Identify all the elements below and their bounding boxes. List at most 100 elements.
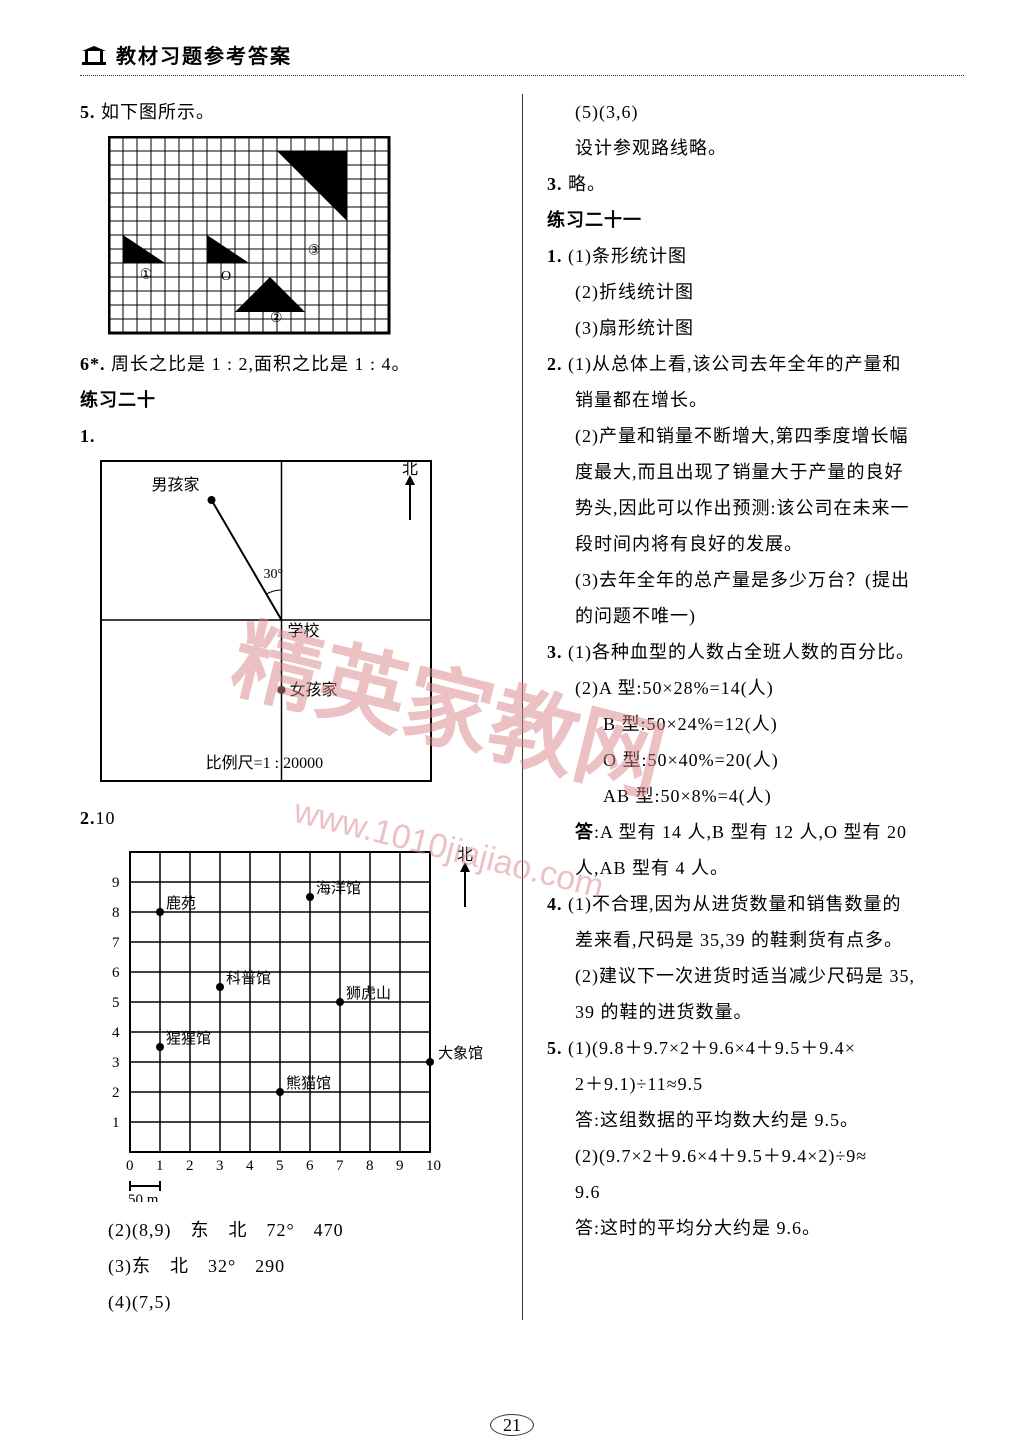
svg-text:猩猩馆: 猩猩馆 xyxy=(166,1030,211,1047)
svg-text:北: 北 xyxy=(402,460,418,478)
svg-text:3: 3 xyxy=(216,1158,224,1174)
two-columns: 5. 如下图所示。 ①②③O 6*. 周长之比是 1 : 2,面积之比是 1 :… xyxy=(80,94,964,1320)
r-q2-1b: 销量都在增长。 xyxy=(547,382,964,418)
svg-text:6: 6 xyxy=(306,1158,314,1174)
header-icon xyxy=(80,45,108,65)
svg-text:女孩家: 女孩家 xyxy=(290,680,338,699)
r-q4-1a: (1)不合理,因为从进货数量和销售数量的 xyxy=(568,894,902,914)
r-q3-2: (2)A 型:50×28%=14(人) xyxy=(547,670,964,706)
q6: 6*. 周长之比是 1 : 2,面积之比是 1 : 4。 xyxy=(80,346,504,382)
r-q5-1a: (1)(9.8＋9.7×2＋9.6×4＋9.5＋9.4× xyxy=(568,1038,856,1058)
r-q1-2: (2)折线统计图 xyxy=(547,274,964,310)
r-q4-1b: 差来看,尺码是 35,39 的鞋剩货有点多。 xyxy=(547,922,964,958)
svg-text:5: 5 xyxy=(276,1158,284,1174)
svg-text:3: 3 xyxy=(112,1055,120,1071)
r-q5-ans2: 答:这时的平均分大约是 9.6。 xyxy=(547,1210,964,1246)
svg-text:0: 0 xyxy=(126,1158,134,1174)
r-q3-text: 略。 xyxy=(568,174,606,194)
r-q5-label: 5. xyxy=(547,1038,563,1058)
q2-3: (3)东 北 32° 290 xyxy=(80,1248,504,1284)
svg-text:熊猫馆: 熊猫馆 xyxy=(286,1075,331,1092)
r-q3-ans1t: :A 型有 14 人,B 型有 12 人,O 型有 20 xyxy=(594,822,907,842)
r-q3-2c: O 型:50×40%=20(人) xyxy=(547,742,964,778)
r-q2-1a: (1)从总体上看,该公司去年全年的产量和 xyxy=(568,354,902,374)
r-q3r-label: 3. xyxy=(547,642,563,662)
q2-10: 10 xyxy=(96,808,116,828)
r-q3-2b: B 型:50×24%=12(人) xyxy=(547,706,964,742)
r-q5: 5. (1)(9.8＋9.7×2＋9.6×4＋9.5＋9.4× xyxy=(547,1030,964,1066)
r-q4-2a: (2)建议下一次进货时适当减少尺码是 35, xyxy=(547,958,964,994)
page-number: 21 xyxy=(490,1415,534,1436)
grid2-svg: 012345678910123456789鹿苑海洋馆科普馆狮虎山猩猩馆熊猫馆大象… xyxy=(100,842,500,1202)
svg-text:8: 8 xyxy=(112,905,120,921)
grid-figure-2: 012345678910123456789鹿苑海洋馆科普馆狮虎山猩猩馆熊猫馆大象… xyxy=(100,842,504,1202)
r-q5-2a: (2)(9.7×2＋9.6×4＋9.5＋9.4×2)÷9≈ xyxy=(547,1138,964,1174)
q1-label-left: 1. xyxy=(80,418,504,454)
r-q2-2d: 段时间内将有良好的发展。 xyxy=(547,526,964,562)
diagram-1: 男孩家学校女孩家 30° 北比例尺=1 : 20000 xyxy=(100,460,504,790)
svg-text:③: ③ xyxy=(308,244,321,259)
page-header: 教材习题参考答案 xyxy=(80,40,964,76)
r-q3r: 3. (1)各种血型的人数占全班人数的百分比。 xyxy=(547,634,964,670)
svg-text:鹿苑: 鹿苑 xyxy=(166,895,196,912)
svg-text:O: O xyxy=(221,269,231,284)
q2-label-left: 2. xyxy=(80,808,96,828)
svg-text:大象馆: 大象馆 xyxy=(438,1045,483,1062)
r-q2-2b: 度最大,而且出现了销量大于产量的良好 xyxy=(547,454,964,490)
r-q5-ans1: 答:这组数据的平均数大约是 9.5。 xyxy=(547,1102,964,1138)
q5: 5. 如下图所示。 xyxy=(80,94,504,130)
r-q3-ans2: 人,AB 型有 4 人。 xyxy=(547,850,964,886)
q5-text: 如下图所示。 xyxy=(101,102,215,122)
svg-text:学校: 学校 xyxy=(288,622,320,640)
r-q3-1: (1)各种血型的人数占全班人数的百分比。 xyxy=(568,642,915,662)
header-title: 教材习题参考答案 xyxy=(116,40,292,69)
r-cont5: (5)(3,6) xyxy=(547,94,964,130)
q6-text: 周长之比是 1 : 2,面积之比是 1 : 4。 xyxy=(111,354,411,374)
svg-text:4: 4 xyxy=(246,1158,254,1174)
svg-text:狮虎山: 狮虎山 xyxy=(346,985,391,1002)
r-q2-label: 2. xyxy=(547,354,563,374)
r-q2-3a: (3)去年全年的总产量是多少万台？(提出 xyxy=(547,562,964,598)
ex21-title: 练习二十一 xyxy=(547,202,964,238)
svg-text:北: 北 xyxy=(457,846,473,864)
r-q1-label: 1. xyxy=(547,246,563,266)
svg-text:50 m: 50 m xyxy=(128,1192,159,1202)
r-q3: 3. 略。 xyxy=(547,166,964,202)
svg-text:海洋馆: 海洋馆 xyxy=(316,880,361,897)
q2-4: (4)(7,5) xyxy=(80,1284,504,1320)
svg-text:30°: 30° xyxy=(264,567,284,582)
r-q2-3b: 的问题不唯一) xyxy=(547,598,964,634)
r-q1-3: (3)扇形统计图 xyxy=(547,310,964,346)
r-q5-1b: 2＋9.1)÷11≈9.5 xyxy=(547,1066,964,1102)
r-q2: 2. (1)从总体上看,该公司去年全年的产量和 xyxy=(547,346,964,382)
svg-text:比例尺=1 : 20000: 比例尺=1 : 20000 xyxy=(206,754,323,772)
r-q4-label: 4. xyxy=(547,894,563,914)
svg-text:7: 7 xyxy=(112,935,120,951)
svg-text:9: 9 xyxy=(396,1158,404,1174)
r-q4: 4. (1)不合理,因为从进货数量和销售数量的 xyxy=(547,886,964,922)
diagram1-svg: 男孩家学校女孩家 30° 北比例尺=1 : 20000 xyxy=(100,460,460,790)
svg-text:7: 7 xyxy=(336,1158,344,1174)
r-q1: 1. (1)条形统计图 xyxy=(547,238,964,274)
svg-text:2: 2 xyxy=(186,1158,194,1174)
svg-text:1: 1 xyxy=(156,1158,164,1174)
svg-text:男孩家: 男孩家 xyxy=(152,476,200,494)
ans-label-1: 答 xyxy=(575,822,594,842)
q2-2: (2)(8,9) 东 北 72° 470 xyxy=(80,1212,504,1248)
svg-text:科普馆: 科普馆 xyxy=(226,970,271,987)
r-contline: 设计参观路线略。 xyxy=(547,130,964,166)
left-column: 5. 如下图所示。 ①②③O 6*. 周长之比是 1 : 2,面积之比是 1 :… xyxy=(80,94,522,1320)
r-q2-2a: (2)产量和销量不断增大,第四季度增长幅 xyxy=(547,418,964,454)
r-q3-ans1: 答:A 型有 14 人,B 型有 12 人,O 型有 20 xyxy=(547,814,964,850)
svg-text:10: 10 xyxy=(426,1158,441,1174)
svg-text:9: 9 xyxy=(112,875,120,891)
grid-figure-1: ①②③O xyxy=(108,136,504,336)
svg-text:5: 5 xyxy=(112,995,120,1011)
r-q2-2c: 势头,因此可以作出预测:该公司在未来一 xyxy=(547,490,964,526)
q5-label: 5. xyxy=(80,102,96,122)
svg-text:2: 2 xyxy=(112,1085,120,1101)
svg-text:①: ① xyxy=(140,267,153,282)
q6-label: 6*. xyxy=(80,354,106,374)
svg-text:4: 4 xyxy=(112,1025,120,1041)
r-q4-2b: 39 的鞋的进货数量。 xyxy=(547,994,964,1030)
